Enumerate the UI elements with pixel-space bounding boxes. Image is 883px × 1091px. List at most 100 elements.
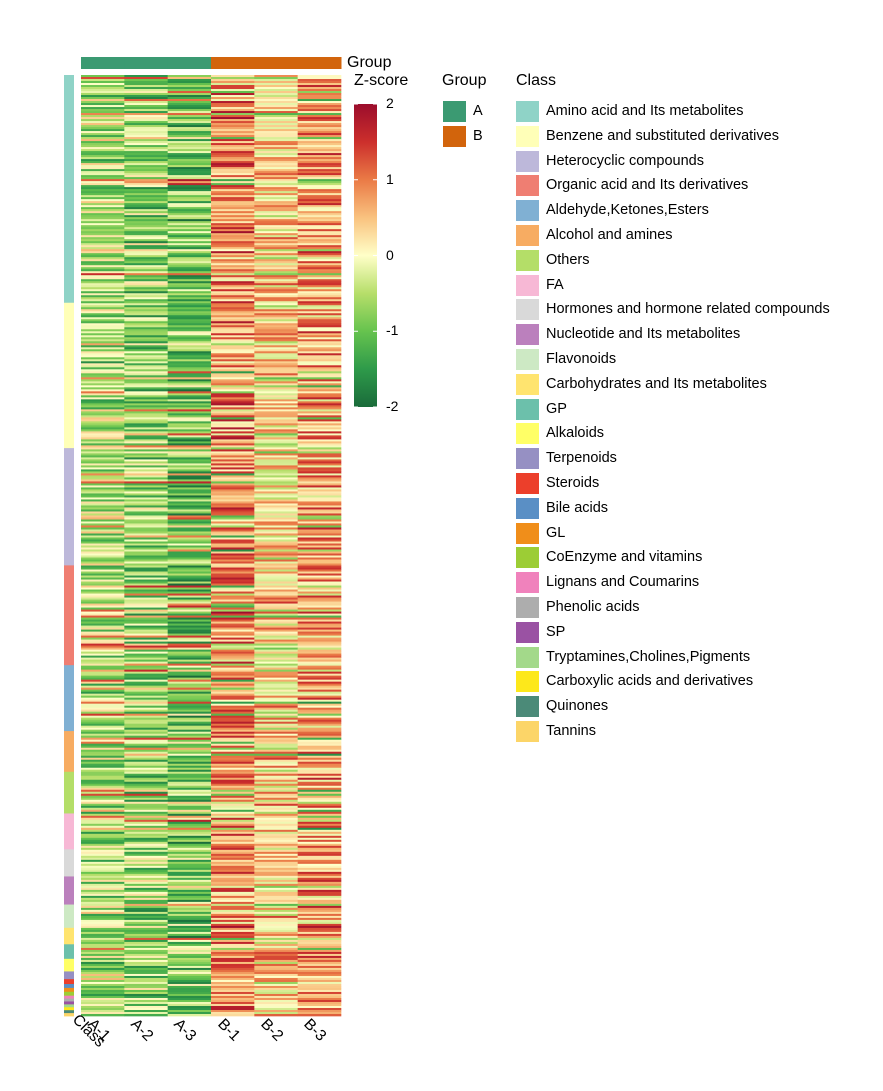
heatmap-cell <box>254 835 298 839</box>
heatmap-cell <box>211 321 255 324</box>
heatmap-cell <box>81 749 125 753</box>
heatmap-cell <box>254 107 298 110</box>
heatmap-cell <box>167 791 212 795</box>
heatmap-cell <box>254 815 298 819</box>
heatmap-cell <box>124 177 168 180</box>
heatmap-cell <box>297 185 342 188</box>
class-segment-7 <box>64 813 74 850</box>
heatmap-cell <box>167 927 212 931</box>
heatmap-cell <box>81 503 125 506</box>
heatmap-cell <box>297 267 342 270</box>
heatmap-cell <box>81 335 125 338</box>
heatmap-cell <box>211 99 255 102</box>
heatmap-cell <box>254 663 298 666</box>
class-segment-0 <box>64 75 74 304</box>
heatmap-cell <box>211 935 255 939</box>
heatmap-cell <box>211 723 255 727</box>
heatmap-cell <box>81 981 125 985</box>
heatmap-cell <box>81 901 125 905</box>
heatmap-cell <box>297 535 342 538</box>
heatmap-cell <box>124 951 168 955</box>
heatmap-cell <box>81 143 125 146</box>
heatmap-cell <box>254 541 298 544</box>
heatmap-cell <box>167 423 212 426</box>
heatmap-cell <box>124 549 168 552</box>
heatmap-cell <box>167 383 212 386</box>
heatmap-cell <box>254 671 298 674</box>
heatmap-cell <box>81 937 125 941</box>
heatmap-cell <box>167 619 212 622</box>
heatmap-cell <box>254 1005 298 1009</box>
heatmap-cell <box>167 379 212 382</box>
class-legend-label: Tannins <box>546 723 596 739</box>
heatmap-cell <box>81 169 125 172</box>
heatmap-cell <box>211 705 255 709</box>
heatmap-cell <box>211 643 255 646</box>
heatmap-cell <box>81 819 125 823</box>
heatmap-cell <box>297 665 342 668</box>
heatmap-cell <box>211 677 255 680</box>
heatmap-cell <box>81 193 125 196</box>
class-legend-swatch <box>516 597 539 618</box>
heatmap-cell <box>211 407 255 410</box>
class-legend-label: Alcohol and amines <box>546 227 673 243</box>
heatmap-cell <box>124 747 168 751</box>
heatmap-cell <box>167 649 212 652</box>
heatmap-cell <box>81 377 125 380</box>
heatmap-cell <box>297 393 342 396</box>
heatmap-cell <box>81 217 125 220</box>
heatmap-cell <box>167 737 212 741</box>
class-legend-label: Hormones and hormone related compounds <box>546 301 830 318</box>
heatmap-cell <box>254 863 298 867</box>
heatmap-cell <box>81 165 125 168</box>
heatmap-cell <box>124 445 168 448</box>
class-legend-label: Heterocyclic compounds <box>546 152 704 169</box>
heatmap-cell <box>297 777 342 781</box>
heatmap-cell <box>254 525 298 528</box>
heatmap-cell <box>124 819 168 823</box>
heatmap-cell <box>297 111 342 114</box>
heatmap-cell <box>124 455 168 458</box>
group-cell-B-1 <box>211 57 255 69</box>
heatmap-cell <box>254 477 298 480</box>
heatmap-cell <box>211 739 255 743</box>
heatmap-cell <box>81 345 125 348</box>
heatmap-cell <box>81 925 125 929</box>
heatmap-cell <box>81 647 125 650</box>
heatmap-cell <box>254 977 298 981</box>
heatmap-cell <box>167 635 212 638</box>
heatmap-cell <box>81 629 125 632</box>
heatmap-cell <box>167 527 212 530</box>
heatmap-cell <box>81 637 125 640</box>
heatmap-cell <box>167 653 212 656</box>
heatmap-cell <box>211 623 255 626</box>
heatmap-cell <box>211 649 255 652</box>
heatmap-cell <box>124 677 168 680</box>
heatmap-cell <box>81 725 125 729</box>
heatmap-cell <box>167 605 212 608</box>
heatmap-cell <box>167 279 212 282</box>
heatmap-cell <box>124 563 168 566</box>
heatmap-cell <box>167 537 212 540</box>
heatmap-cell <box>167 409 212 412</box>
class-legend-swatch <box>516 423 539 445</box>
heatmap-cell <box>81 913 125 917</box>
heatmap-cell <box>254 729 298 733</box>
heatmap-cell <box>211 203 255 206</box>
heatmap-cell <box>167 227 212 230</box>
heatmap-cell <box>254 937 298 941</box>
heatmap-cell <box>167 931 212 935</box>
heatmap-cell <box>297 329 342 332</box>
heatmap-cell <box>124 291 168 294</box>
heatmap-cell <box>167 191 212 194</box>
heatmap-cell <box>254 371 298 374</box>
heatmap-cell <box>124 701 168 705</box>
heatmap-cell <box>211 699 255 703</box>
heatmap-cell <box>211 729 255 733</box>
heatmap-cell <box>297 423 342 426</box>
heatmap-cell <box>124 263 168 266</box>
heatmap-cell <box>254 447 298 450</box>
heatmap-cell <box>167 181 212 184</box>
heatmap-cells <box>81 75 342 1017</box>
heatmap-cell <box>167 589 212 592</box>
